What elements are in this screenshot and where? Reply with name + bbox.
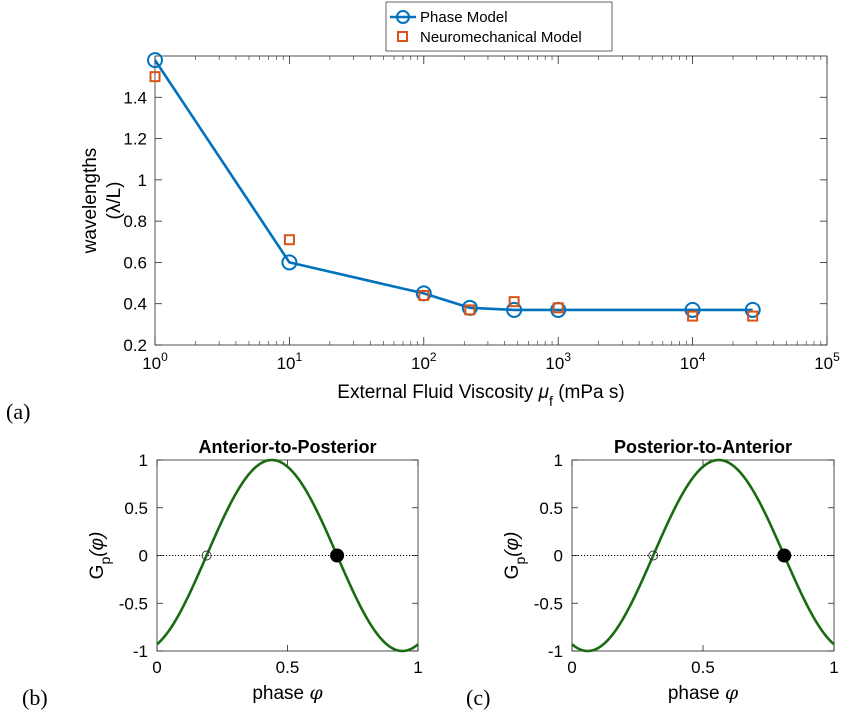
x-tick-label: 0.5 xyxy=(276,658,300,677)
y-axis-label-subscript: p xyxy=(512,557,528,565)
x-tick-label: 103 xyxy=(545,350,571,373)
y-tick-label: 0.6 xyxy=(123,253,147,272)
y-tick-label: 0 xyxy=(554,547,563,566)
y-tick-label: -1 xyxy=(548,642,563,661)
panel-label-b: (b) xyxy=(22,685,48,710)
x-axis-label: phase φ xyxy=(252,682,323,704)
legend-neuro-label: Neuromechanical Model xyxy=(420,29,582,46)
gp-curve xyxy=(156,458,419,653)
x-tick-label: 104 xyxy=(680,350,706,373)
x-tick-label: 102 xyxy=(411,350,437,373)
x-tick-label: 105 xyxy=(814,350,840,373)
legend-neuro-marker xyxy=(397,31,408,42)
x-axis-label: phase φ xyxy=(668,682,739,704)
neuromechanical-model-point xyxy=(149,71,161,83)
neuromechanical-model-point xyxy=(418,289,430,301)
neuromechanical-model-point xyxy=(283,234,295,246)
x-tick-label: 0 xyxy=(152,658,161,677)
x-axis-label: External Fluid Viscosity μf (mPa s) xyxy=(337,382,624,409)
x-tick-label-base: 10 xyxy=(411,354,430,373)
y-tick-label: 0.5 xyxy=(124,499,148,518)
x-tick-label: 0 xyxy=(567,658,576,677)
y-tick-label: 0.2 xyxy=(123,336,147,355)
neuromechanical-model-point xyxy=(687,310,699,322)
unstable-fixed-point xyxy=(648,550,659,561)
y-tick-label: 1.2 xyxy=(123,130,147,149)
y-axis-label: Gp(φ) xyxy=(87,532,113,580)
phase-model-point xyxy=(281,254,298,271)
x-tick-label-exponent: 3 xyxy=(564,350,571,364)
x-axis-label-text: phase xyxy=(668,683,725,704)
phase-model-point xyxy=(684,301,701,318)
x-tick-label-base: 10 xyxy=(545,354,564,373)
x-tick-label-base: 10 xyxy=(680,354,699,373)
panel-b-anterior-to-posterior: Anterior-to-Posterior -1 -0.5 0 0.5 1 0 0.5 1 pha… xyxy=(87,437,423,704)
panel-title: Anterior-to-Posterior xyxy=(198,437,376,457)
x-axis-label-symbol: φ xyxy=(309,682,323,704)
y-axis-label: wavelengths (λ/L) xyxy=(80,148,125,255)
x-axis-label-symbol: φ xyxy=(725,682,739,704)
y-axis-label-line1: wavelengths xyxy=(80,148,101,255)
y-axis-label-text: G xyxy=(502,565,523,580)
legend-phase-marker xyxy=(396,10,410,24)
x-tick-label-base: 10 xyxy=(142,354,161,373)
x-axis-label-symbol: μ xyxy=(538,382,550,403)
y-tick-label: 0.4 xyxy=(123,295,147,314)
axes-box xyxy=(154,55,828,346)
x-tick-label-exponent: 0 xyxy=(161,350,168,364)
legend-box xyxy=(385,1,613,52)
panel-label-c: (c) xyxy=(466,685,490,710)
neuromechanical-model-point xyxy=(747,310,759,322)
neuromechanical-model-point xyxy=(464,304,476,316)
x-tick-label-base: 10 xyxy=(277,354,296,373)
phase-model-point xyxy=(147,52,163,69)
phase-model-line xyxy=(153,59,753,312)
x-axis-label-subscript: f xyxy=(549,393,553,409)
x-tick-label: 1 xyxy=(413,658,422,677)
y-tick-label: -1 xyxy=(133,642,148,661)
y-axis-label: Gp(φ) xyxy=(502,532,528,580)
phase-model-point xyxy=(506,301,523,318)
panel-label-a: (a) xyxy=(6,399,30,424)
y-tick-label: -0.5 xyxy=(119,594,148,613)
y-tick-label: 1 xyxy=(139,451,148,470)
gp-curve xyxy=(571,458,835,653)
y-axis-label-argument: (φ) xyxy=(87,532,108,557)
legend-phase-label: Phase Model xyxy=(420,9,508,26)
y-axis-label-line2: (λ/L) xyxy=(104,182,125,220)
neuromechanical-model-point xyxy=(552,302,564,314)
panel-title: Posterior-to-Anterior xyxy=(614,437,792,457)
y-tick-label: 1.4 xyxy=(123,88,147,107)
y-axis-label-text: G xyxy=(87,565,108,580)
x-tick-label-exponent: 2 xyxy=(430,350,437,364)
x-tick-label-base: 10 xyxy=(814,354,833,373)
x-tick-label: 100 xyxy=(142,350,168,373)
stable-fixed-point xyxy=(777,548,792,563)
y-tick-label: 1 xyxy=(554,451,563,470)
y-tick-label: 1 xyxy=(138,171,147,190)
legend: Phase Model Neuromechanical Model xyxy=(385,1,613,52)
x-tick-label: 1 xyxy=(829,658,838,677)
x-axis-label-units: (mPa s) xyxy=(553,382,625,403)
unstable-fixed-point xyxy=(201,550,212,561)
y-tick-label: 0.5 xyxy=(539,499,563,518)
y-axis-label-argument: (φ) xyxy=(502,532,523,557)
phase-model-point xyxy=(744,301,761,318)
x-tick-label: 0.5 xyxy=(691,658,715,677)
stable-fixed-point xyxy=(330,548,345,563)
panel-c-posterior-to-anterior: Posterior-to-Anterior -1 -0.5 0 0.5 1 0 0.5 1 pha… xyxy=(502,437,839,704)
x-tick-label-exponent: 5 xyxy=(833,350,840,364)
y-axis-label-subscript: p xyxy=(97,557,113,565)
y-tick-label: -0.5 xyxy=(534,594,563,613)
y-tick-label: 0.8 xyxy=(123,212,147,231)
x-tick-label-exponent: 1 xyxy=(296,350,303,364)
x-tick-label-exponent: 4 xyxy=(699,350,706,364)
x-axis-label-text: External Fluid Viscosity xyxy=(337,382,538,403)
neuromechanical-model-point xyxy=(508,296,520,308)
y-tick-label: 0 xyxy=(139,547,148,566)
x-axis-label-text: phase xyxy=(252,683,309,704)
x-tick-label: 101 xyxy=(277,350,303,373)
